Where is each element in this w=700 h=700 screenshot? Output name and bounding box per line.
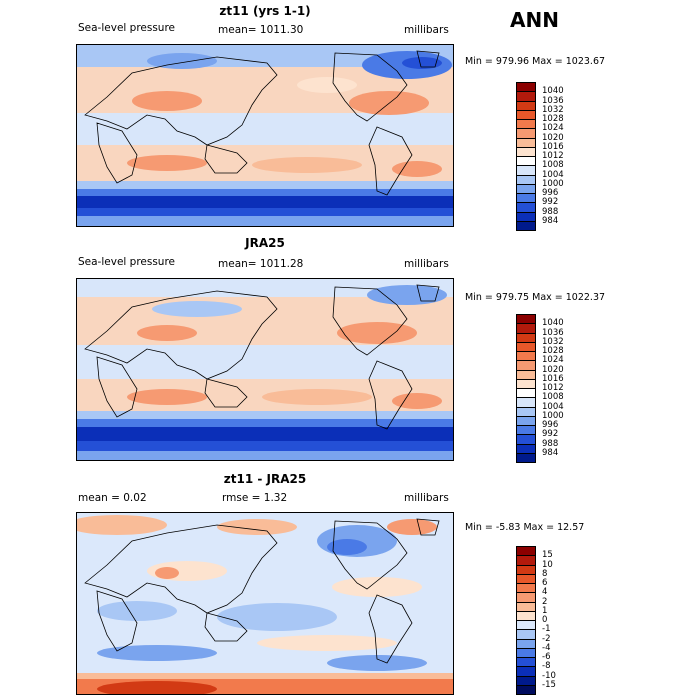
- colorbar-tick-label: 4: [542, 587, 548, 598]
- panel-2-title: JRA25: [245, 236, 285, 250]
- colorbar-tick-label: -4: [542, 642, 551, 653]
- colorbar-swatch: [516, 684, 536, 695]
- colorbar-tick-label: 1028: [542, 346, 564, 356]
- colorbar-tick-label: 1040: [542, 318, 564, 329]
- colorbar-tick-label: 1032: [542, 336, 564, 347]
- panel-2-units-label: millibars: [404, 258, 449, 270]
- panel-2-variable-label: Sea-level pressure: [78, 256, 176, 268]
- panel-2-map: [76, 278, 454, 461]
- colorbar-tick-label: 988: [542, 438, 559, 449]
- colorbar-tick-label: 1020: [542, 132, 564, 143]
- colorbar-tick-label: 1000: [542, 178, 564, 189]
- panel-1-map-plot: [77, 45, 453, 226]
- colorbar-tick-label: 984: [542, 215, 559, 226]
- colorbar-tick-label: 1000: [542, 410, 564, 421]
- colorbar-tick-label: -15: [542, 679, 556, 690]
- panel-2-map-plot: [77, 279, 453, 460]
- colorbar-tick-label: 10: [542, 559, 553, 570]
- colorbar-tick-label: 1008: [542, 392, 564, 403]
- colorbar-tick-label: 1004: [542, 169, 564, 180]
- panel-3-minmax: Min = -5.83 Max = 12.57: [465, 522, 585, 533]
- colorbar-tick-label: 6: [542, 578, 548, 588]
- colorbar-tick-label: 1036: [542, 327, 564, 338]
- colorbar-tick-label: 984: [542, 447, 559, 458]
- panel-1-mean-label: mean= 1011.30: [218, 24, 304, 36]
- colorbar-tick-label: 996: [542, 420, 559, 430]
- panel-1-map: [76, 44, 454, 227]
- colorbar-tick-label: -8: [542, 661, 551, 672]
- panel-2-colorbar: 1040 1036 1032 1028 1024 1020 1016 1012 1008 1004…: [516, 314, 576, 463]
- colorbar-tick-label: 1036: [542, 95, 564, 106]
- colorbar-tick-label: 15: [542, 550, 553, 561]
- panel-3-units-label: millibars: [404, 492, 449, 504]
- colorbar-tick-label: 996: [542, 188, 559, 198]
- colorbar-tick-label: 2: [542, 596, 548, 607]
- season-label: ANN: [510, 8, 559, 32]
- colorbar-tick-label: 1008: [542, 160, 564, 171]
- panel-3-map-plot: [77, 513, 453, 694]
- colorbar-swatch: [516, 452, 536, 463]
- colorbar-tick-label: 1012: [542, 383, 564, 393]
- colorbar-tick-label: 1012: [542, 151, 564, 161]
- colorbar-tick-label: 988: [542, 206, 559, 217]
- colorbar-tick-label: 1016: [542, 141, 564, 152]
- colorbar-tick-label: 992: [542, 197, 559, 208]
- colorbar-tick-label: -10: [542, 670, 556, 681]
- colorbar-tick-label: 1020: [542, 364, 564, 375]
- colorbar-tick-label: 1024: [542, 355, 564, 366]
- colorbar-tick-label: 1040: [542, 86, 564, 97]
- colorbar-tick-label: 1004: [542, 401, 564, 412]
- colorbar-tick-label: 1016: [542, 373, 564, 384]
- colorbar-tick-label: 1: [542, 605, 548, 616]
- panel-3-mean-label: mean = 0.02: [78, 492, 147, 504]
- colorbar-tick-label: -6: [542, 652, 551, 662]
- colorbar-tick-label: 1032: [542, 104, 564, 115]
- panel-1-minmax: Min = 979.96 Max = 1023.67: [465, 56, 606, 67]
- panel-3-map: [76, 512, 454, 695]
- colorbar-swatch: [516, 220, 536, 231]
- colorbar-tick-label: -1: [542, 624, 551, 635]
- panel-3-rmse-label: rmse = 1.32: [222, 492, 288, 504]
- panel-3-title: zt11 - JRA25: [223, 472, 307, 486]
- panel-1-title: zt11 (yrs 1-1): [219, 4, 311, 18]
- colorbar-tick-label: 1028: [542, 114, 564, 124]
- colorbar-tick-label: 0: [542, 615, 548, 625]
- panel-2-minmax: Min = 979.75 Max = 1022.37: [465, 292, 606, 303]
- colorbar-tick-label: 992: [542, 429, 559, 440]
- colorbar-tick-label: -2: [542, 633, 551, 644]
- panel-3-colorbar: 15 10 8 6 4 2 1 0 -1 -2 -4 -6 -8 -10 -15: [516, 546, 576, 695]
- colorbar-tick-label: 1024: [542, 123, 564, 134]
- panel-2-mean-label: mean= 1011.28: [218, 258, 304, 270]
- panel-1-variable-label: Sea-level pressure: [78, 22, 176, 34]
- panel-1-colorbar: 1040 1036 1032 1028 1024 1020 1016 1012 1008 1004…: [516, 82, 576, 231]
- colorbar-tick-label: 8: [542, 568, 548, 579]
- panel-1-units-label: millibars: [404, 24, 449, 36]
